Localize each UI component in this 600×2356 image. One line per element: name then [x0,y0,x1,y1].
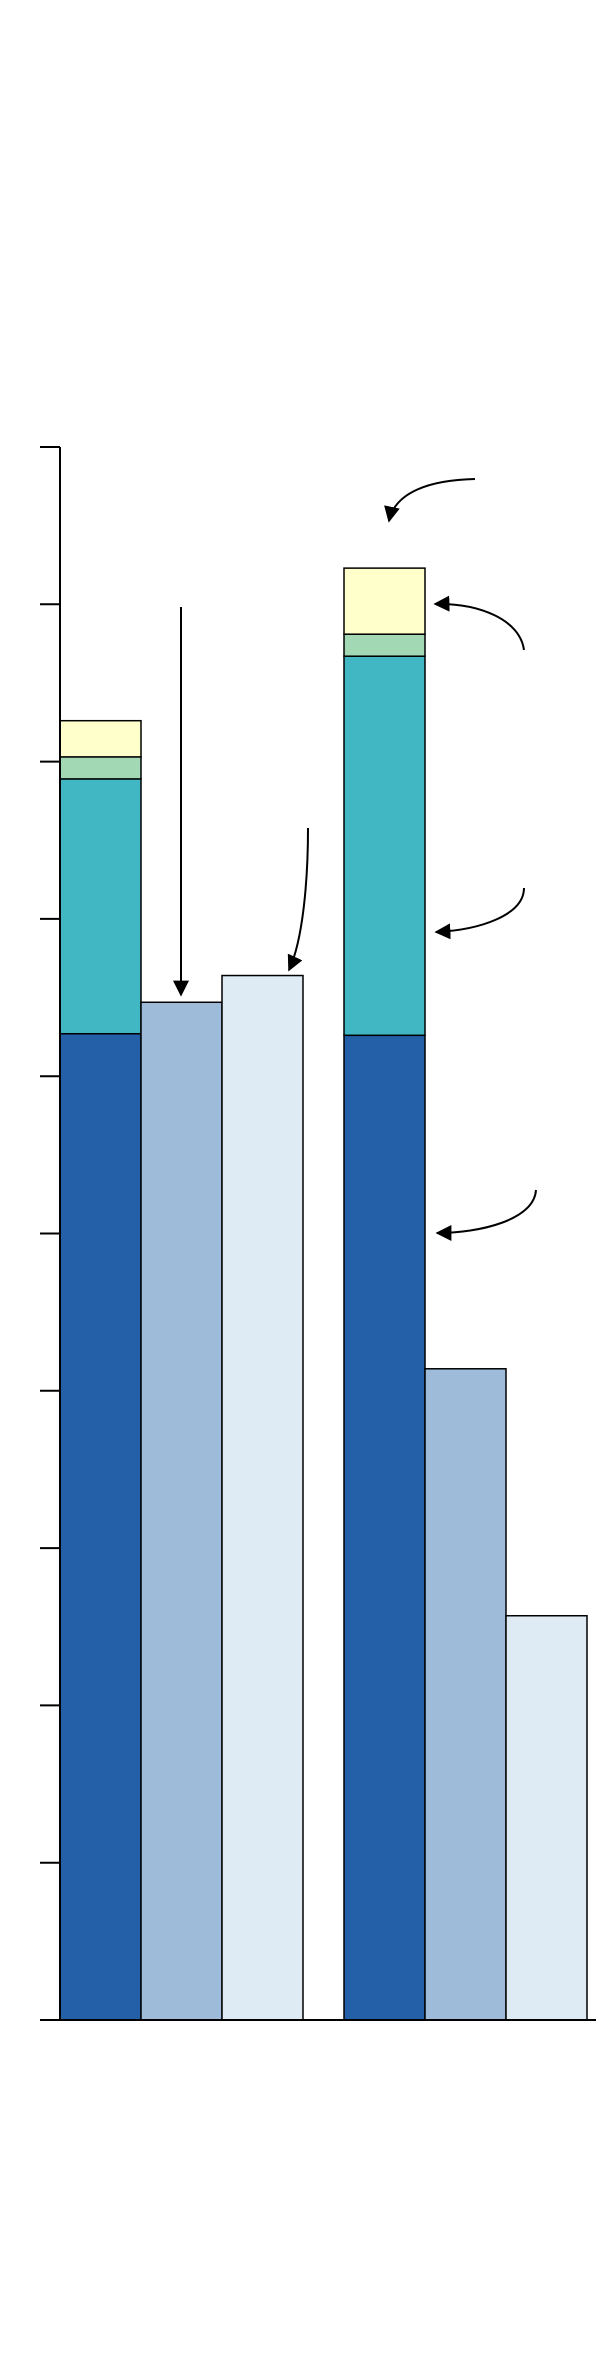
bar-group2-bar1-segment4 [343,567,426,635]
bars-layer [59,567,588,2021]
bar-group1-bar1-segment3 [59,756,142,780]
annotation-arrow-teal-segment [434,887,525,940]
bar-group2-bar1-segment1 [343,1034,426,2021]
bar-group1-bar1-segment2 [59,778,142,1035]
bar-group1-bar1-segment4 [59,719,142,758]
annotation-arrow-group2-top [384,478,476,523]
bar-group2-bar2-segment1 [424,1368,507,2021]
bar-group1-bar3-segment1 [221,974,304,2021]
annotation-layer [173,478,537,1241]
annotation-arrow-bar-3 [287,827,309,972]
axis-layer [40,446,596,2021]
bar-group2-bar1-segment3 [343,633,426,657]
annotation-arrow-yellow-segment [433,595,525,651]
bar-group2-bar1-segment2 [343,655,426,1037]
bar-group2-bar3-segment1 [505,1614,588,2021]
bar-group1-bar1-segment1 [59,1032,142,2021]
annotation-arrow-blue-segment [435,1189,537,1241]
bar-group1-bar2-segment1 [140,1001,223,2021]
